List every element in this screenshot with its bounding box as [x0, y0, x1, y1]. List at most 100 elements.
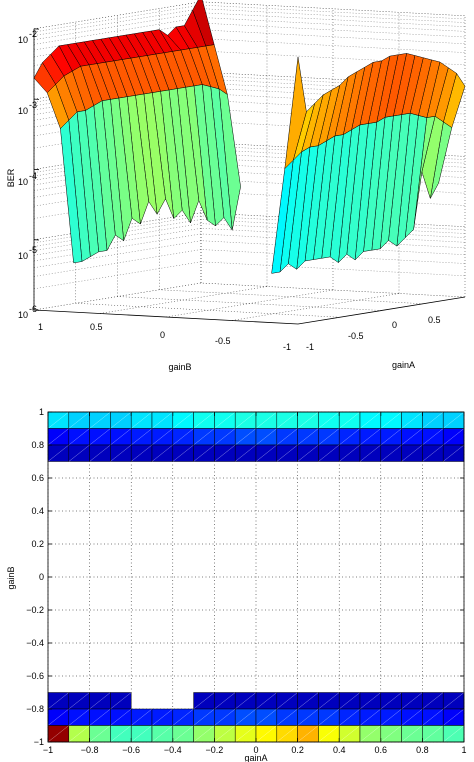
grid-line	[33, 282, 466, 311]
cell-diagonal	[110, 692, 132, 710]
z-tick-label: 10 -4	[18, 171, 37, 187]
cell-diagonal	[151, 411, 173, 429]
axis-line	[33, 296, 466, 325]
cell-diagonal	[89, 444, 111, 462]
x-tick-label: -0.5	[348, 331, 364, 341]
y-tick-label: 0.8	[31, 440, 44, 450]
cell-diagonal	[68, 428, 90, 446]
y-tick-label: -0.5	[215, 336, 231, 346]
surface-box	[33, 28, 466, 325]
cell-diagonal	[110, 428, 132, 446]
x-tick-label: 0.6	[375, 745, 388, 755]
y-tick-label: 0	[39, 572, 44, 582]
cell-diagonal	[422, 692, 444, 710]
cell-diagonal	[318, 428, 340, 446]
cell-diagonal	[47, 725, 69, 743]
cell-diagonal	[276, 428, 298, 446]
x-tick-label: 0.8	[416, 745, 429, 755]
z-axis-label: BER	[6, 168, 16, 187]
grid-line	[33, 50, 466, 79]
cell-diagonal	[110, 444, 132, 462]
cell-diagonal	[255, 692, 277, 710]
cell-diagonal	[380, 692, 402, 710]
y-tick-label: 0	[160, 330, 165, 340]
cell-diagonal	[443, 428, 465, 446]
cell-diagonal	[235, 708, 257, 726]
surface-patch	[284, 56, 307, 170]
cell-diagonal	[422, 725, 444, 743]
cell-diagonal	[214, 725, 236, 743]
grid-line	[33, 4, 466, 33]
x-tick-label: 0.5	[428, 315, 441, 325]
x-tick-label: −0.8	[81, 745, 99, 755]
y-tick-label: −0.2	[26, 605, 44, 615]
surface-plot: 10 -6 10 -5 10 -4 10 -3 10 -2 BER 1 0.5 …	[6, 0, 466, 372]
y-tick-label: −0.6	[26, 671, 44, 681]
cell-diagonal	[47, 444, 69, 462]
cell-diagonal	[401, 444, 423, 462]
cell-diagonal	[255, 428, 277, 446]
cell-diagonal	[255, 411, 277, 429]
cell-diagonal	[297, 428, 319, 446]
cell-diagonal	[151, 428, 173, 446]
cell-diagonal	[110, 708, 132, 726]
cell-diagonal	[401, 708, 423, 726]
cell-diagonal	[214, 692, 236, 710]
cell-diagonal	[110, 411, 132, 429]
grid-line	[33, 8, 466, 36]
cell-diagonal	[172, 411, 194, 429]
grid-line	[165, 289, 334, 318]
cell-diagonal	[47, 428, 69, 446]
y-tick-label: 0.4	[31, 506, 44, 516]
cell-diagonal	[443, 725, 465, 743]
x-tick-label: -1	[306, 342, 314, 352]
surface-mesh	[33, 0, 466, 274]
grid-line	[231, 293, 400, 321]
x-tick-label: 0	[253, 745, 258, 755]
heatmap-ticks: −1 −0.8 −0.6 −0.4 −0.2 0 0.2 0.4 0.6 0.8 1 −1 −0.8 −0…	[26, 407, 466, 755]
cell-diagonal	[172, 725, 194, 743]
cell-diagonal	[276, 692, 298, 710]
cell-diagonal	[297, 411, 319, 429]
x-tick-label: −0.6	[122, 745, 140, 755]
cell-diagonal	[193, 708, 215, 726]
svg-text:-5: -5	[29, 245, 37, 255]
cell-diagonal	[68, 444, 90, 462]
svg-text:10: 10	[18, 177, 28, 187]
z-tick-label: 10 -6	[18, 304, 37, 320]
cell-diagonal	[318, 411, 340, 429]
y-tick-label: 0.5	[90, 322, 103, 332]
grid-line	[33, 249, 466, 277]
svg-text:-2: -2	[29, 29, 37, 39]
y-tick-label: 0.2	[31, 539, 44, 549]
cell-diagonal	[131, 411, 153, 429]
cell-diagonal	[235, 725, 257, 743]
heatmap-plot: −1 −0.8 −0.6 −0.4 −0.2 0 0.2 0.4 0.6 0.8 1 −1 −0.8 −0…	[6, 407, 467, 762]
grid-line	[33, 1, 466, 30]
grid-line	[33, 12, 466, 40]
cell-diagonal	[131, 708, 153, 726]
cell-diagonal	[131, 428, 153, 446]
x-axis-label: gainA	[244, 753, 267, 762]
cell-diagonal	[214, 708, 236, 726]
cell-diagonal	[276, 444, 298, 462]
y-axis-label: gainB	[6, 566, 16, 589]
cell-diagonal	[276, 411, 298, 429]
cell-diagonal	[89, 411, 111, 429]
y-tick-label: 1	[38, 322, 43, 332]
grid-line	[33, 17, 466, 45]
grid-line	[99, 286, 268, 314]
cell-diagonal	[339, 444, 361, 462]
cell-diagonal	[255, 708, 277, 726]
cell-diagonal	[47, 708, 69, 726]
z-tick-label: 10 -3	[18, 100, 37, 116]
y-tick-label: 0.6	[31, 473, 44, 483]
svg-text:-4: -4	[29, 171, 37, 181]
cell-diagonal	[193, 444, 215, 462]
cell-diagonal	[214, 428, 236, 446]
cell-diagonal	[172, 444, 194, 462]
cell-diagonal	[276, 725, 298, 743]
cell-diagonal	[380, 708, 402, 726]
z-tick-label: 10 -5	[18, 245, 37, 261]
